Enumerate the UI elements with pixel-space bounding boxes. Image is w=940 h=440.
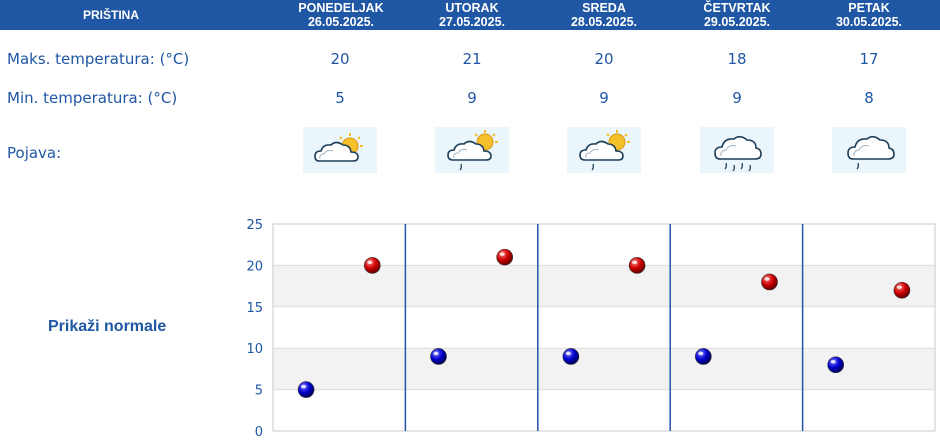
plot-border bbox=[272, 223, 936, 432]
max-temp-label: Maks. temperatura: (°C) bbox=[7, 50, 190, 68]
min-temp-marker bbox=[694, 348, 712, 365]
chart-grid bbox=[272, 223, 936, 432]
y-tick-label: 5 bbox=[255, 384, 263, 399]
day-date: 26.05.2025. bbox=[307, 15, 375, 29]
marker-highlight bbox=[632, 260, 638, 265]
day-name: UTORAK bbox=[445, 1, 499, 15]
min-temp-value: 5 bbox=[335, 89, 345, 107]
day-name: PETAK bbox=[848, 1, 890, 15]
day-date: 30.05.2025. bbox=[835, 15, 903, 29]
min-temp-value: 9 bbox=[467, 89, 477, 107]
day-name: SREDA bbox=[582, 1, 626, 15]
day-date: 27.05.2025. bbox=[438, 15, 506, 29]
marker-highlight bbox=[698, 351, 704, 356]
max-temp-value: 20 bbox=[330, 50, 350, 68]
day-header-3: SREDA 28.05.2025. bbox=[560, 0, 648, 30]
partly-cloudy-sun-icon bbox=[303, 127, 377, 173]
y-tick-label: 10 bbox=[246, 342, 263, 357]
y-tick-label: 0 bbox=[255, 425, 263, 440]
phenomena-label: Pojava: bbox=[7, 144, 62, 162]
plot-background bbox=[273, 224, 935, 431]
min-temp-marker bbox=[827, 356, 845, 374]
grid-band bbox=[273, 348, 935, 390]
cloudy-light-rain-icon bbox=[832, 127, 906, 173]
day-header-4: ČETVRTAK 29.05.2025. bbox=[693, 0, 781, 30]
min-temp-marker bbox=[562, 348, 580, 365]
max-temp-value: 17 bbox=[859, 50, 879, 68]
forecast-header: PRIŠTINA PONEDELJAK 26.05.2025. UTORAK 2… bbox=[0, 0, 940, 30]
day-header-2: UTORAK 27.05.2025. bbox=[428, 0, 516, 30]
marker-highlight bbox=[565, 351, 572, 356]
partly-cloudy-sun-light-rain-icon bbox=[567, 127, 641, 173]
min-temp-marker bbox=[430, 348, 447, 365]
marker-highlight bbox=[499, 252, 505, 256]
max-temp-marker bbox=[761, 273, 778, 291]
max-temp-value: 20 bbox=[594, 50, 614, 68]
day-header-1: PONEDELJAK 26.05.2025. bbox=[297, 0, 385, 30]
show-normals-link[interactable]: Prikaži normale bbox=[48, 318, 167, 335]
cloudy-rain-icon bbox=[700, 127, 774, 173]
partly-cloudy-sun-light-rain-icon bbox=[435, 127, 509, 173]
max-temp-marker bbox=[363, 257, 381, 274]
marker-highlight bbox=[896, 285, 903, 290]
min-temp-value: 9 bbox=[599, 89, 609, 107]
y-tick-label: 15 bbox=[246, 301, 263, 316]
day-date: 29.05.2025. bbox=[703, 15, 771, 29]
city-name: PRIŠTINA bbox=[82, 8, 139, 22]
min-temp-value: 9 bbox=[732, 89, 742, 107]
min-temp-marker bbox=[297, 381, 315, 398]
max-temp-marker bbox=[628, 257, 646, 274]
marker-highlight bbox=[367, 260, 373, 265]
max-temp-marker bbox=[496, 248, 514, 266]
max-temp-value: 18 bbox=[727, 50, 747, 68]
max-temp-value: 21 bbox=[462, 50, 482, 68]
day-header-5: PETAK 30.05.2025. bbox=[825, 0, 913, 30]
y-tick-label: 25 bbox=[246, 218, 263, 233]
day-name: ČETVRTAK bbox=[703, 1, 771, 15]
marker-highlight bbox=[830, 359, 836, 364]
marker-highlight bbox=[433, 351, 439, 356]
plot-area bbox=[273, 224, 935, 431]
marker-highlight bbox=[764, 277, 770, 281]
max-temp-marker bbox=[893, 281, 911, 299]
min-temp-value: 8 bbox=[864, 89, 874, 107]
min-temp-label: Min. temperatura: (°C) bbox=[7, 89, 178, 107]
day-date: 28.05.2025. bbox=[570, 15, 638, 29]
chart-markers bbox=[297, 248, 911, 398]
day-name: PONEDELJAK bbox=[298, 1, 384, 15]
y-axis: 0 5 10 15 20 25 bbox=[246, 218, 263, 440]
grid-band bbox=[273, 265, 935, 307]
marker-highlight bbox=[301, 384, 307, 389]
y-tick-label: 20 bbox=[246, 259, 263, 274]
